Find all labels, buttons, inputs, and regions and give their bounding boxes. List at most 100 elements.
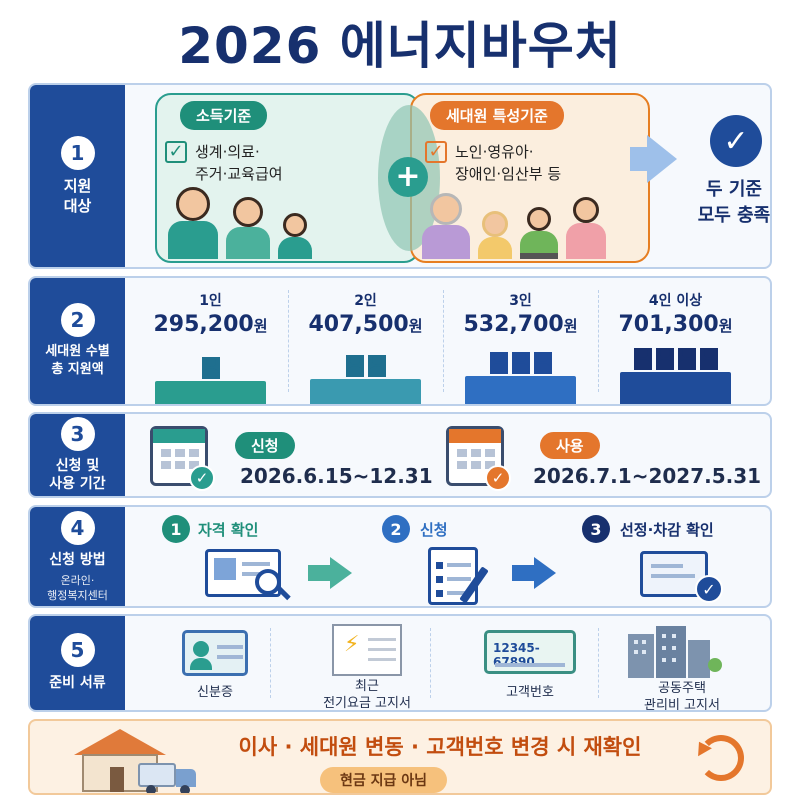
amount-value: 532,700 <box>463 312 564 337</box>
method-section: 4 신청 방법 온라인· 행정복지센터 1 자격 확인 2 신청 3 선정·차감… <box>28 505 772 608</box>
side-label-line1: 세대원 수별 <box>45 344 110 359</box>
notice-text: 이사 · 세대원 변동 · 고객번호 변경 시 재확인 <box>238 735 642 759</box>
check-circle-icon: ✓ <box>710 115 762 167</box>
amount-unit: 원 <box>563 317 578 335</box>
check-icon: ✓ <box>425 141 447 163</box>
document-line1: 공동주택 <box>658 681 706 696</box>
person-icon <box>345 355 364 377</box>
step-number: 1 <box>162 515 190 543</box>
arrow-right-icon-shaft <box>308 565 330 581</box>
document-line2: 전기요금 고지서 <box>323 696 411 711</box>
side-label: 준비 서류 <box>49 675 106 691</box>
person-icon <box>655 348 674 370</box>
support-amount: 407,500원 <box>288 312 443 337</box>
check-badge-icon: ✓ <box>695 575 723 603</box>
document-label: 신분증 <box>150 684 280 701</box>
household-size: 3인 <box>509 293 532 309</box>
method-side-label: 4 신청 방법 온라인· 행정복지센터 <box>30 507 125 606</box>
amount-tier: 4인 이상 701,300원 <box>598 278 753 404</box>
amount-bar <box>155 381 266 404</box>
section-number: 3 <box>60 417 95 451</box>
house-icon <box>74 729 166 755</box>
amount-value: 407,500 <box>308 312 409 337</box>
side-label: 신청 방법 <box>49 551 106 568</box>
electric-bill-icon: ⚡ <box>332 624 402 676</box>
document-line1: 신분증 <box>197 685 233 700</box>
amount-tier: 3인 532,700원 <box>443 278 598 404</box>
person-icon <box>699 348 718 370</box>
eligibility-result: 두 기준 모두 충족 <box>670 177 771 229</box>
amount-bar <box>310 379 421 404</box>
arrow-right-icon <box>534 557 556 589</box>
truck-cab <box>176 769 196 787</box>
side-label-line2: 사용 기간 <box>49 476 106 492</box>
support-amount: 295,200원 <box>133 312 288 337</box>
wheel <box>146 785 156 793</box>
document-label: 고객번호 <box>460 684 600 701</box>
plus-icon: + <box>388 157 428 197</box>
amount-bar <box>465 376 576 404</box>
check-badge-icon: ✓ <box>485 465 511 491</box>
sub-line1: 온라인· <box>60 573 95 587</box>
pregnant-figure <box>566 197 606 259</box>
household-criteria-title: 세대원 특성기준 <box>430 101 564 130</box>
side-label-line2: 대상 <box>63 197 92 215</box>
section-number: 4 <box>60 510 95 545</box>
calendar-icon: ✓ <box>150 426 215 491</box>
notice-banner: 이사 · 세대원 변동 · 고객번호 변경 시 재확인 현금 지급 아님 <box>28 719 772 795</box>
moving-truck-icon <box>138 763 176 787</box>
person-icon <box>201 357 220 379</box>
person-icon <box>511 352 530 374</box>
amounts-section: 2 세대원 수별 총 지원액 1인 295,200원 2인 407,500원 3인 532… <box>28 276 772 406</box>
refresh-icon <box>698 735 744 781</box>
person-icon <box>533 352 552 374</box>
calendar-icon: ✓ <box>446 426 511 491</box>
person-icon <box>489 352 508 374</box>
amount-unit: 원 <box>718 317 733 335</box>
people-icon-group <box>443 352 598 374</box>
eligibility-section: 1 지원 대상 + 소득기준 ✓ 생계·의료· 주거·교육급여 세대원 특성기준… <box>28 83 772 269</box>
wheelchair-figure <box>520 207 558 259</box>
income-criteria-item: ✓ 생계·의료· 주거·교육급여 <box>165 141 283 185</box>
sub-line2: 행정복지센터 <box>47 588 108 602</box>
apply-dates: 2026.6.15~12.31 <box>240 464 433 488</box>
apply-label: 신청 <box>235 432 295 459</box>
arrow-right-icon-shaft <box>512 565 534 581</box>
use-dates: 2026.7.1~2027.5.31 <box>533 464 762 488</box>
wheel <box>180 785 190 793</box>
amounts-side-label: 2 세대원 수별 총 지원액 <box>30 278 125 404</box>
divider <box>443 290 444 392</box>
id-card-icon <box>182 630 248 676</box>
household-line2: 장애인·임산부 등 <box>455 165 562 183</box>
side-label-line2: 총 지원액 <box>51 362 104 377</box>
people-icon-group <box>133 357 288 379</box>
step-number: 2 <box>382 515 410 543</box>
amount-unit: 원 <box>408 317 423 335</box>
section-number: 1 <box>60 136 95 170</box>
amount-tier: 1인 295,200원 <box>133 278 288 404</box>
house-door <box>110 767 124 792</box>
result-line2: 모두 충족 <box>697 205 771 226</box>
section-number: 5 <box>60 633 95 667</box>
household-size: 4인 이상 <box>648 293 703 309</box>
amount-value: 295,200 <box>153 312 254 337</box>
divider <box>430 628 431 698</box>
document-label: 공동주택 관리비 고지서 <box>612 680 752 712</box>
person-icon <box>367 355 386 377</box>
elderly-figure <box>422 193 470 259</box>
household-line1: 노인·영유아· <box>455 143 534 161</box>
people-icon-group <box>598 348 753 370</box>
arrow-right-icon <box>647 135 677 183</box>
father-figure <box>168 187 218 259</box>
baby-figure <box>478 211 512 259</box>
people-icon-group <box>288 355 443 377</box>
bolt-icon: ⚡ <box>344 632 360 657</box>
document-line2: 관리비 고지서 <box>644 698 720 712</box>
arrow-right-icon-shaft <box>630 147 650 171</box>
period-side-label: 3 신청 및 사용 기간 <box>30 414 125 496</box>
notice-pill: 현금 지급 아님 <box>320 767 448 793</box>
documents-section: 5 준비 서류 신분증 ⚡ 최근 전기요금 고지서 12345-67890 고객… <box>28 614 772 712</box>
income-line1: 생계·의료· <box>195 143 260 161</box>
step-label: 자격 확인 <box>198 521 259 539</box>
person-icon <box>677 348 696 370</box>
